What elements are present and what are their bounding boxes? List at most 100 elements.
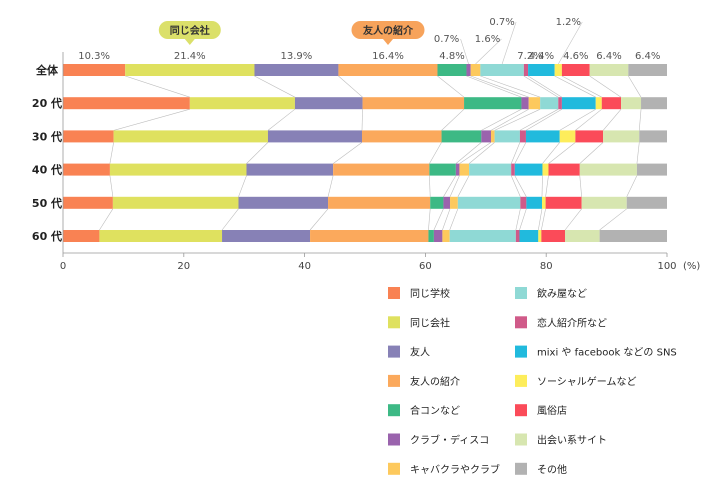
legend-label: キャバクラやクラブ (410, 463, 500, 476)
connector-line (564, 208, 582, 231)
percent-label: 6.4% (635, 51, 660, 62)
connector-line (636, 142, 640, 164)
legend-label: 同じ会社 (410, 316, 450, 329)
top-percent-labels: 10.3% 21.4% 13.9% 16.4% 4.8% 0.7% 1.6% 0.7% 7.2%… (78, 17, 660, 62)
bar-segment (538, 230, 542, 242)
connector-line (514, 175, 527, 197)
connector-line (561, 75, 602, 98)
bar-segment (294, 97, 363, 110)
bar-segment (519, 130, 526, 143)
connector-line (514, 142, 527, 164)
bar-segment (437, 64, 467, 76)
connector-line (221, 208, 239, 231)
bar-segment (125, 64, 255, 76)
legend-swatch (388, 287, 400, 299)
legend-label: 飲み屋など (537, 287, 587, 300)
bar-segment (514, 163, 543, 176)
connector-line (523, 75, 559, 98)
connector-line (519, 108, 559, 131)
connector-line (338, 75, 363, 98)
bar-segment (333, 163, 430, 176)
callout-pointer (184, 39, 195, 45)
bar-segment (542, 163, 549, 176)
percent-label: 4.4% (529, 51, 554, 62)
bar-segment (565, 230, 600, 242)
bar-segment (466, 64, 471, 76)
bar-segment (63, 64, 126, 76)
bar-segment (494, 130, 520, 143)
connector-line (579, 175, 582, 197)
bar-segment (561, 97, 596, 110)
leader-line (475, 38, 502, 65)
bar-segment (621, 97, 642, 110)
bar-segment (603, 130, 640, 143)
row-label: 50 代 (32, 196, 62, 210)
connector-line (441, 108, 465, 131)
connector-line (515, 208, 521, 231)
connector-line (538, 208, 543, 231)
connector-line (626, 175, 638, 197)
x-tick-label: 60 (419, 261, 432, 272)
legend-swatch (388, 404, 400, 417)
connector-line (527, 75, 563, 98)
legend-label: ソーシャルゲームなど (537, 376, 637, 388)
bar-segment (222, 230, 311, 242)
legend-swatch (388, 345, 400, 358)
callout-bubbles: 同じ会社 友人の紹介 (158, 21, 425, 45)
bar-segment (525, 130, 560, 143)
bar-segment (526, 196, 542, 209)
legend-swatch (388, 316, 400, 329)
bar-segment (246, 163, 334, 176)
bar-segment (579, 163, 637, 176)
legend-swatch (515, 287, 527, 299)
percent-label: 7.2% (517, 51, 542, 62)
bar-segment (589, 64, 629, 76)
bar-segment (63, 230, 100, 242)
row-label: 全体 (35, 63, 59, 77)
bar-segment (113, 130, 268, 143)
connector-line (437, 75, 465, 98)
connector-line (361, 109, 363, 131)
bar-segment (189, 97, 295, 110)
bar-segment (595, 97, 602, 110)
connector-line (238, 175, 247, 197)
callout-bubble (351, 21, 425, 39)
bar-segment (63, 196, 113, 209)
x-tick-label: 20 (177, 261, 190, 272)
x-tick-label: 40 (298, 261, 311, 272)
legend-swatch (388, 374, 400, 387)
bar-segment (449, 230, 516, 242)
bar-segment (428, 230, 434, 242)
callout-bubble (158, 21, 221, 39)
percent-label: 13.9% (281, 51, 313, 62)
bar-segment (470, 64, 481, 76)
legend-swatch (515, 374, 527, 387)
percent-label: 16.4% (372, 51, 404, 62)
callout-pointer (383, 39, 393, 45)
bar-segment (362, 97, 465, 110)
legend-label: 合コンなど (410, 404, 460, 417)
bar-segment (528, 64, 555, 76)
percent-label: 0.7% (434, 34, 459, 45)
bar-segment (641, 97, 667, 110)
legend-swatch (515, 433, 527, 446)
connector-line (254, 75, 296, 98)
bar-segment (545, 196, 582, 209)
callout-label: 同じ会社 (170, 24, 210, 37)
legend-label: mixi や facebook などの SNS (537, 347, 677, 359)
connector-line (519, 208, 527, 231)
legend-label: 風俗店 (537, 404, 567, 417)
bar-segment (599, 230, 667, 242)
connector-lines (99, 21, 642, 231)
bar-segment (490, 130, 495, 143)
bar-segment (254, 64, 339, 76)
bar-segment (429, 163, 456, 176)
bar-segment (575, 130, 604, 143)
connector-line (490, 108, 529, 131)
bar-segment (99, 230, 223, 242)
bar-segment (238, 196, 329, 209)
bar-segment (328, 196, 431, 209)
x-axis: 0 20 40 60 80 100 (%) (60, 52, 700, 272)
connector-line (481, 108, 522, 131)
bar-segment (481, 130, 491, 143)
